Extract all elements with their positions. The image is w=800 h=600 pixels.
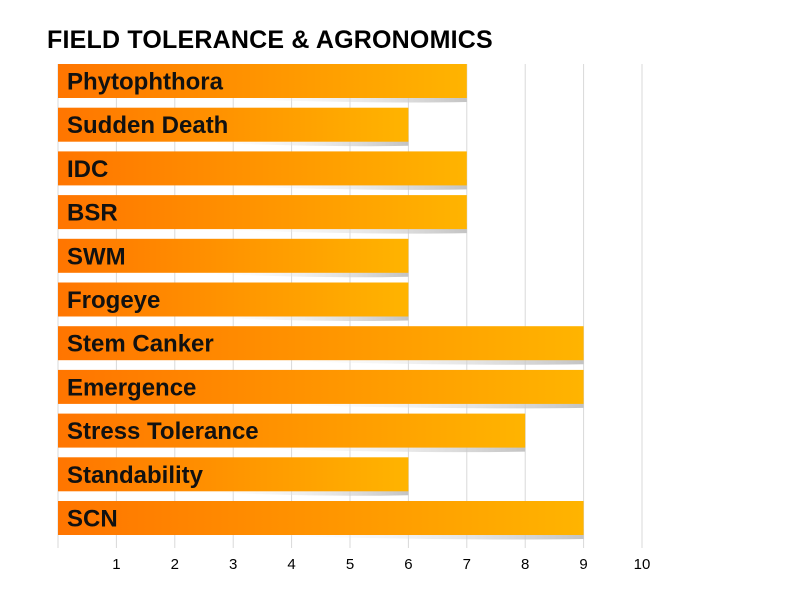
bars: Phytophthora Sudden Death IDC BSR SWM Frogeye… [58,64,584,540]
bar-label: Emergence [67,374,196,401]
bar-label: IDC [67,156,108,183]
x-tick-label: 2 [171,556,179,573]
chart-title: FIELD TOLERANCE & AGRONOMICS [47,26,493,54]
x-tick-label: 6 [404,556,412,573]
bar-label: Stem Canker [67,331,214,358]
bar-label: Standability [67,462,204,489]
bar-frogeye [58,282,409,317]
bar-label: Phytophthora [67,69,224,96]
bar-label: SCN [67,506,118,533]
bar-emergence [58,369,584,404]
bar-bsr [58,195,467,230]
bar-phytophthora [58,64,467,98]
bar-label: SWM [67,243,126,270]
bar-stress-tolerance [58,413,526,448]
bar-standability [58,457,409,492]
x-tick-label: 1 [112,556,120,573]
x-tick-label: 9 [579,556,587,573]
x-tick-label: 8 [521,556,529,573]
bar-label: Sudden Death [67,112,228,139]
x-tick-label: 7 [463,556,471,573]
bar-sudden-death [58,107,409,142]
x-tick-label: 10 [634,556,651,573]
bar-idc [58,151,467,186]
bar-swm [58,238,409,273]
bar-scn [58,501,584,535]
bar-label: Stress Tolerance [67,418,259,445]
x-tick-label: 4 [287,556,295,573]
bar-label: Frogeye [67,287,160,314]
x-tick-label: 3 [229,556,237,573]
x-tick-label: 5 [346,556,354,573]
x-axis-ticks: 1 2 3 4 5 6 7 8 9 10 [112,556,650,573]
bar-stem-canker [58,326,584,361]
bar-label: BSR [67,200,118,227]
